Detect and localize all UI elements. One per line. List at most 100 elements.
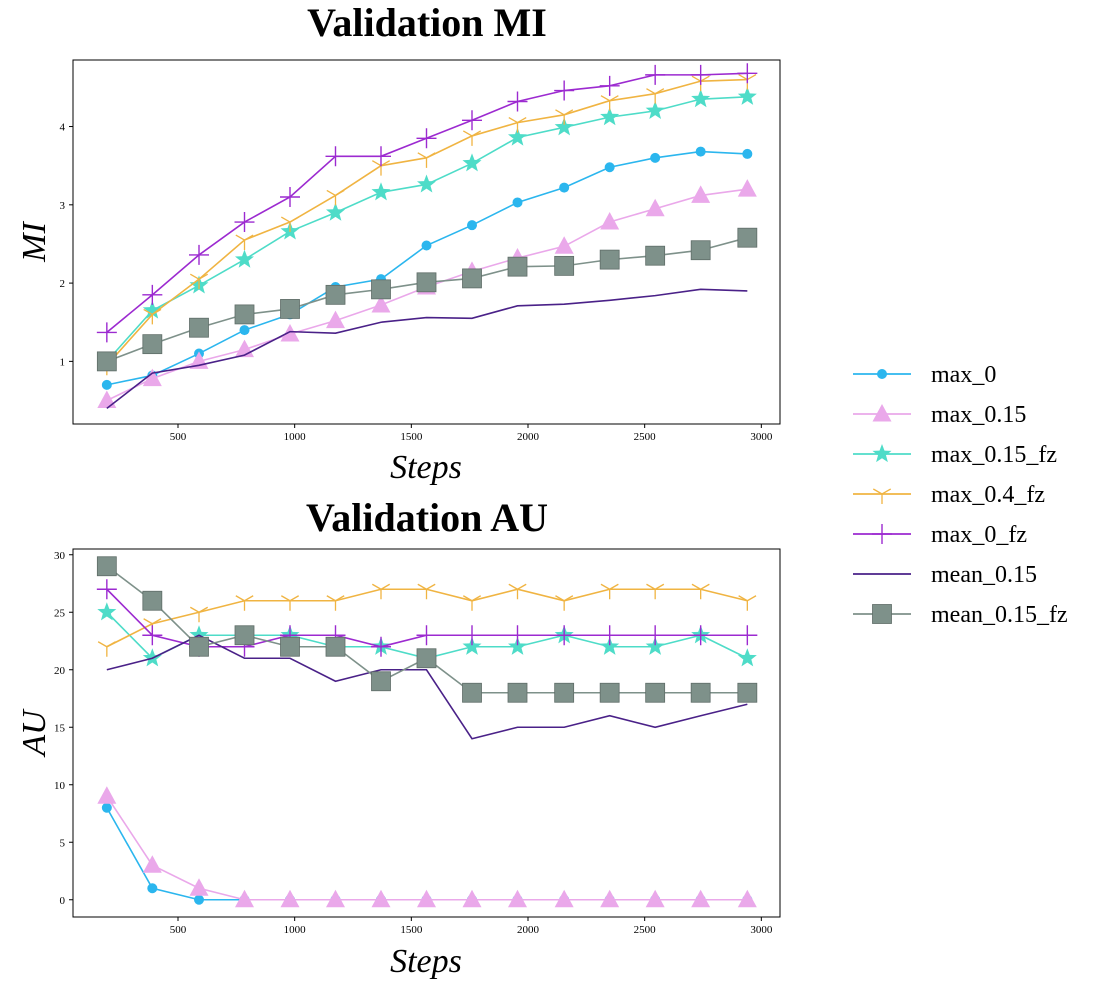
data-point	[96, 351, 117, 372]
data-point	[142, 368, 162, 387]
data-point	[690, 682, 711, 703]
x-axis: 500 1000 1500 2000 2500 3000	[170, 424, 773, 443]
series-max-0-fz	[96, 579, 758, 657]
series-max-0-4-fz	[97, 583, 757, 657]
chart-title: Validation AU	[306, 495, 548, 540]
x-tick-label: 2500	[634, 431, 657, 443]
data-point	[371, 182, 391, 201]
y-axis-label: AU	[16, 708, 53, 758]
data-point	[97, 786, 117, 804]
legend-item: max_0.4_fz	[853, 482, 1045, 508]
x-axis-label: Steps	[390, 943, 462, 980]
y-tick-label: 0	[60, 895, 66, 907]
data-point	[142, 648, 162, 667]
data-point	[189, 244, 209, 265]
data-point	[554, 80, 575, 101]
data-point	[326, 595, 345, 611]
y-axis-label: MI	[16, 221, 53, 263]
data-point	[234, 625, 255, 646]
data-point	[189, 625, 209, 644]
data-point	[101, 379, 112, 390]
plot-frame	[72, 59, 781, 425]
data-point	[690, 625, 711, 646]
data-point	[738, 595, 757, 611]
data-point	[325, 284, 346, 305]
y-tick-label: 30	[54, 550, 66, 562]
legend-label: mean_0.15_fz	[931, 602, 1068, 628]
data-point	[189, 878, 209, 896]
data-point	[96, 579, 117, 600]
data-point	[462, 636, 482, 655]
chart-validation-mi: Validation MI 500 1000 1500 2000 2500 3000 1 2…	[16, 0, 781, 486]
x-tick-label: 500	[170, 924, 187, 936]
legend-marker	[872, 604, 892, 624]
series-line	[106, 795, 748, 901]
x-tick-label: 1500	[400, 431, 423, 443]
data-point	[559, 182, 570, 193]
data-point	[371, 636, 391, 657]
data-point	[737, 889, 757, 908]
y-tick-label: 25	[54, 607, 66, 619]
data-point	[554, 236, 574, 254]
data-point	[507, 91, 528, 112]
y-tick-label: 5	[60, 837, 66, 849]
data-point	[280, 636, 300, 657]
data-point	[645, 100, 665, 119]
data-point	[462, 682, 482, 703]
data-point	[234, 212, 255, 233]
data-point	[507, 256, 528, 277]
series-mean-0-15	[106, 288, 748, 409]
data-point	[280, 186, 300, 207]
data-point	[189, 317, 209, 338]
x-tick-label: 1000	[284, 924, 307, 936]
data-point	[142, 625, 163, 646]
data-point	[325, 202, 346, 221]
data-point	[189, 273, 209, 290]
y-tick-label: 10	[54, 780, 66, 792]
y-tick-label: 4	[60, 122, 66, 134]
data-point	[417, 583, 436, 600]
y-axis: 1 2 3 4	[60, 122, 73, 368]
data-point	[554, 889, 574, 908]
data-point	[235, 595, 254, 611]
data-point	[280, 216, 300, 233]
data-point	[604, 162, 615, 173]
data-point	[326, 310, 345, 329]
legend-item: max_0_fz	[853, 522, 1027, 548]
data-point	[737, 227, 758, 248]
legend-label: max_0.4_fz	[931, 482, 1045, 508]
data-point	[554, 682, 575, 703]
series-max-0-fz	[96, 63, 758, 343]
x-axis: 500 1000 1500 2000 2500 3000	[170, 917, 773, 936]
data-point	[371, 671, 391, 692]
data-point	[143, 308, 162, 325]
data-point	[691, 89, 711, 108]
data-point	[462, 130, 482, 146]
data-point	[235, 889, 254, 908]
x-tick-label: 1000	[284, 431, 307, 443]
data-point	[462, 153, 482, 172]
data-point	[645, 64, 666, 85]
x-tick-label: 3000	[750, 431, 773, 443]
data-point	[507, 625, 528, 646]
legend-label: max_0	[931, 362, 996, 388]
data-point	[508, 583, 527, 600]
data-point	[600, 95, 619, 111]
data-point	[645, 198, 665, 217]
data-point	[737, 86, 757, 105]
x-tick-label: 2000	[517, 431, 540, 443]
legend-label: max_0_fz	[931, 522, 1027, 548]
data-point	[326, 189, 345, 206]
data-point	[599, 682, 620, 703]
data-point	[462, 110, 482, 131]
data-point	[189, 636, 209, 657]
data-point	[462, 889, 482, 908]
chart-validation-au: Validation AU 500 1000 1500 2000 2500 3000 0 5…	[16, 495, 781, 980]
data-point	[280, 299, 300, 319]
data-point	[371, 146, 391, 167]
data-point	[462, 268, 482, 289]
data-point	[417, 889, 436, 908]
data-point	[371, 889, 391, 908]
y-tick-label: 2	[60, 278, 66, 290]
data-point	[147, 883, 158, 894]
